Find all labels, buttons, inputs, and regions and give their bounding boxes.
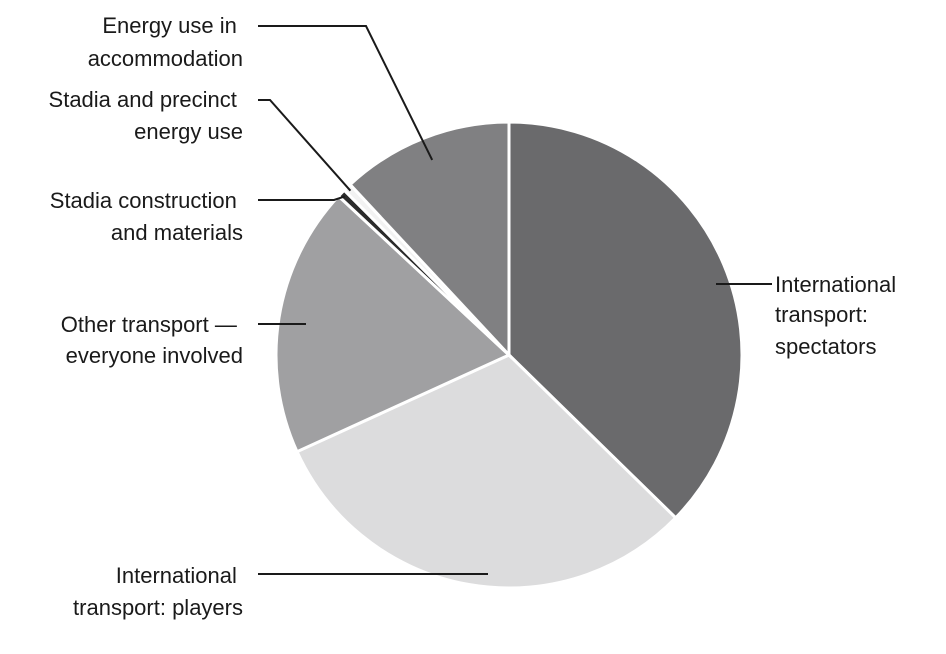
label-energy-use-accommodation: Energy use in accommodation	[88, 13, 243, 71]
label-stadia-construction: Stadia construction and materials	[50, 188, 243, 245]
leader-line-stadia-and-precinct-energy-use	[258, 99, 352, 192]
pie-slice-international-transport-spectators	[507, 120, 744, 520]
pie-slices	[274, 120, 744, 590]
leader-line-energy-use-in-accommodation	[258, 25, 434, 161]
leader-line-stadia-construction-and-materials	[258, 195, 346, 201]
leader-lines	[258, 25, 772, 575]
label-international-transport-spectators: International transport: spectators	[775, 272, 902, 359]
pie-slice-international-transport-players	[295, 353, 678, 590]
label-international-transport-players: International transport: players	[73, 563, 243, 620]
label-other-transport: Other transport — everyone involved	[61, 312, 243, 368]
label-stadia-precinct-energy: Stadia and precinct energy use	[49, 87, 243, 144]
slice-labels: International transport: spectators Inte…	[49, 13, 902, 620]
pie-slice-other-transport-everyone-involved	[274, 194, 512, 454]
pie-slice-energy-use-in-accommodation	[348, 120, 511, 359]
